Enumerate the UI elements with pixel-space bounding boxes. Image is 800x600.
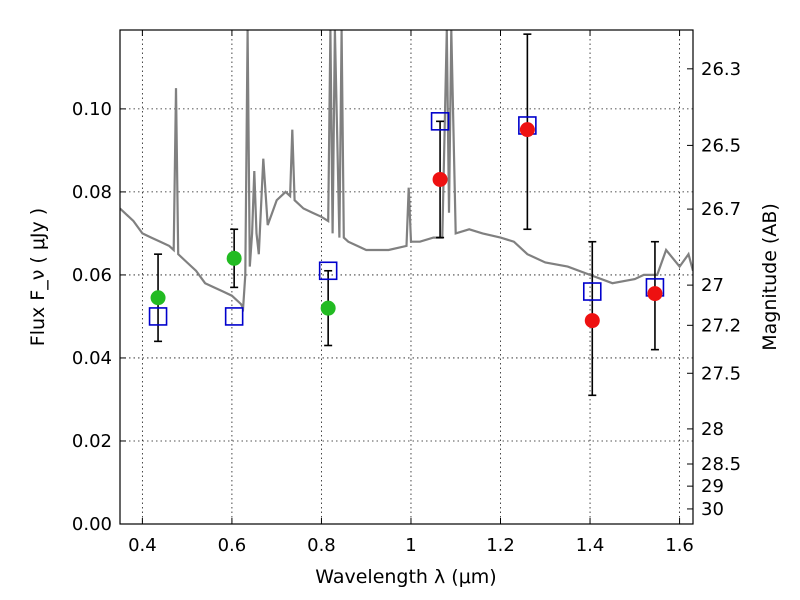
errorbar-layer <box>154 33 659 397</box>
spectrum-layer <box>120 30 693 312</box>
y-tick-label: 0.00 <box>72 514 112 535</box>
x-tick-label: 0.6 <box>218 535 247 556</box>
optical-point <box>320 300 336 316</box>
y2-tick-label: 29 <box>701 476 724 497</box>
y2-tick-label: 26.7 <box>701 199 741 220</box>
y2-tick-label: 26.3 <box>701 59 741 80</box>
nir-point <box>584 313 600 329</box>
y2-axis-title: Magnitude (AB) <box>759 203 781 351</box>
nir-point <box>647 286 663 302</box>
model-square <box>582 282 602 301</box>
optical-point <box>150 290 166 306</box>
y-tick-label: 0.08 <box>72 182 112 203</box>
model-square <box>318 261 338 281</box>
nir-point <box>519 122 535 138</box>
y-tick-label: 0.04 <box>72 348 112 369</box>
y2-tick-label: 28 <box>701 419 724 440</box>
x-tick-label: 0.4 <box>128 535 157 556</box>
y-tick-label: 0.06 <box>72 265 112 286</box>
x-tick-label: 1.2 <box>486 535 515 556</box>
x-tick-label: 0.8 <box>307 535 336 556</box>
spectrum-line <box>120 30 693 312</box>
x-tick-label: 1.4 <box>576 535 605 556</box>
axis-layer: 0.4 0.6 0.8 1 1.2 1.4 1.6 0.00 0.02 0.04 0.06 0.08 0… <box>72 30 741 556</box>
y-tick-label: 0.02 <box>72 431 112 452</box>
y2-tick-label: 27.2 <box>701 315 741 336</box>
grid-layer <box>120 30 693 525</box>
y2-tick-label: 27 <box>701 275 724 296</box>
marker-layer <box>148 112 665 329</box>
y2-tick-label: 27.5 <box>701 363 741 384</box>
optical-point <box>226 250 242 266</box>
y-tick-label: 0.10 <box>72 99 112 120</box>
y2-tick-label: 30 <box>701 499 724 520</box>
y2-tick-label: 26.5 <box>701 135 741 156</box>
model-square <box>224 307 244 326</box>
nir-point <box>432 171 448 187</box>
model-square <box>148 307 168 326</box>
x-axis-title: Wavelength λ (μm) <box>315 566 496 588</box>
y-axis-title: Flux F_ν ( μJy ) <box>27 208 49 346</box>
y2-tick-label: 28.5 <box>701 454 741 475</box>
model-square <box>430 112 450 131</box>
x-tick-label: 1 <box>405 535 416 556</box>
plot-frame <box>119 29 694 525</box>
x-tick-label: 1.6 <box>665 535 694 556</box>
